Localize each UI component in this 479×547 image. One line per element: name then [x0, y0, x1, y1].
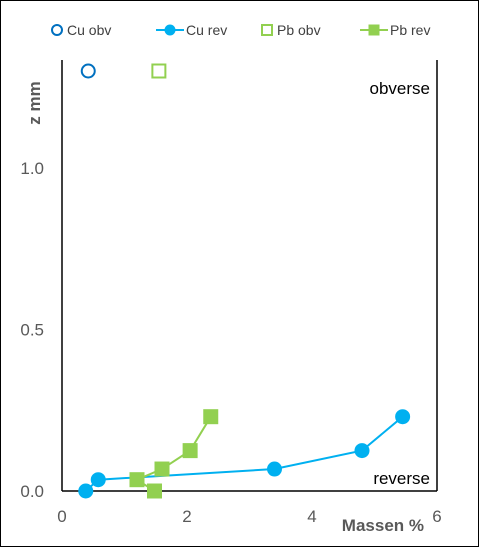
pb-obv-marker — [261, 24, 273, 36]
cu-rev-marker — [164, 24, 176, 36]
legend-item: Pb obv — [261, 22, 321, 38]
tick-labels: 0.0 0.5 1.0 0 2 4 6 — [20, 159, 441, 526]
cu-rev-marker — [267, 461, 282, 477]
cu-rev-marker — [78, 483, 94, 499]
series-group — [78, 63, 411, 499]
x-tick-label: 4 — [307, 507, 316, 526]
annotation-obverse: obverse — [370, 79, 430, 98]
pb-rev-marker — [182, 443, 198, 459]
y-tick-label: 1.0 — [20, 159, 44, 178]
legend-item: Pb rev — [360, 22, 430, 38]
legend-label: Pb rev — [390, 22, 430, 38]
x-axis-title: Massen % — [342, 516, 424, 535]
legend-item: Cu obv — [51, 22, 111, 38]
series-pb-obv — [151, 63, 167, 79]
legend-label: Cu rev — [186, 22, 227, 38]
pb-rev-marker — [147, 483, 162, 499]
pb-rev-marker — [203, 409, 219, 425]
annotation-reverse: reverse — [373, 469, 430, 488]
pb-rev-marker — [368, 24, 380, 36]
y-tick-label: 0.0 — [20, 482, 44, 501]
series-cu-obv — [80, 63, 96, 79]
legend-label: Pb obv — [277, 22, 321, 38]
series-pb-rev — [129, 409, 219, 499]
cu-obv-marker — [51, 24, 63, 36]
x-tick-label: 0 — [57, 507, 66, 526]
pb-rev-marker — [154, 461, 170, 477]
legend: Cu obv Cu rev Pb obv Pb rev — [51, 22, 430, 38]
x-tick-label: 6 — [432, 507, 441, 526]
cu-rev-marker — [395, 409, 411, 425]
series-line — [134, 416, 212, 492]
pb-rev-marker — [129, 472, 145, 488]
legend-item: Cu rev — [156, 22, 227, 38]
y-tick-label: 0.5 — [20, 320, 44, 339]
cu-obv-marker — [80, 63, 96, 79]
axes — [61, 60, 438, 492]
y-axis-title: z mm — [25, 81, 44, 124]
cu-rev-marker — [90, 472, 106, 488]
series-cu-rev — [78, 409, 411, 499]
x-tick-label: 2 — [182, 507, 191, 526]
cu-rev-marker — [354, 443, 370, 459]
pb-obv-marker — [151, 63, 167, 79]
legend-label: Cu obv — [67, 22, 111, 38]
